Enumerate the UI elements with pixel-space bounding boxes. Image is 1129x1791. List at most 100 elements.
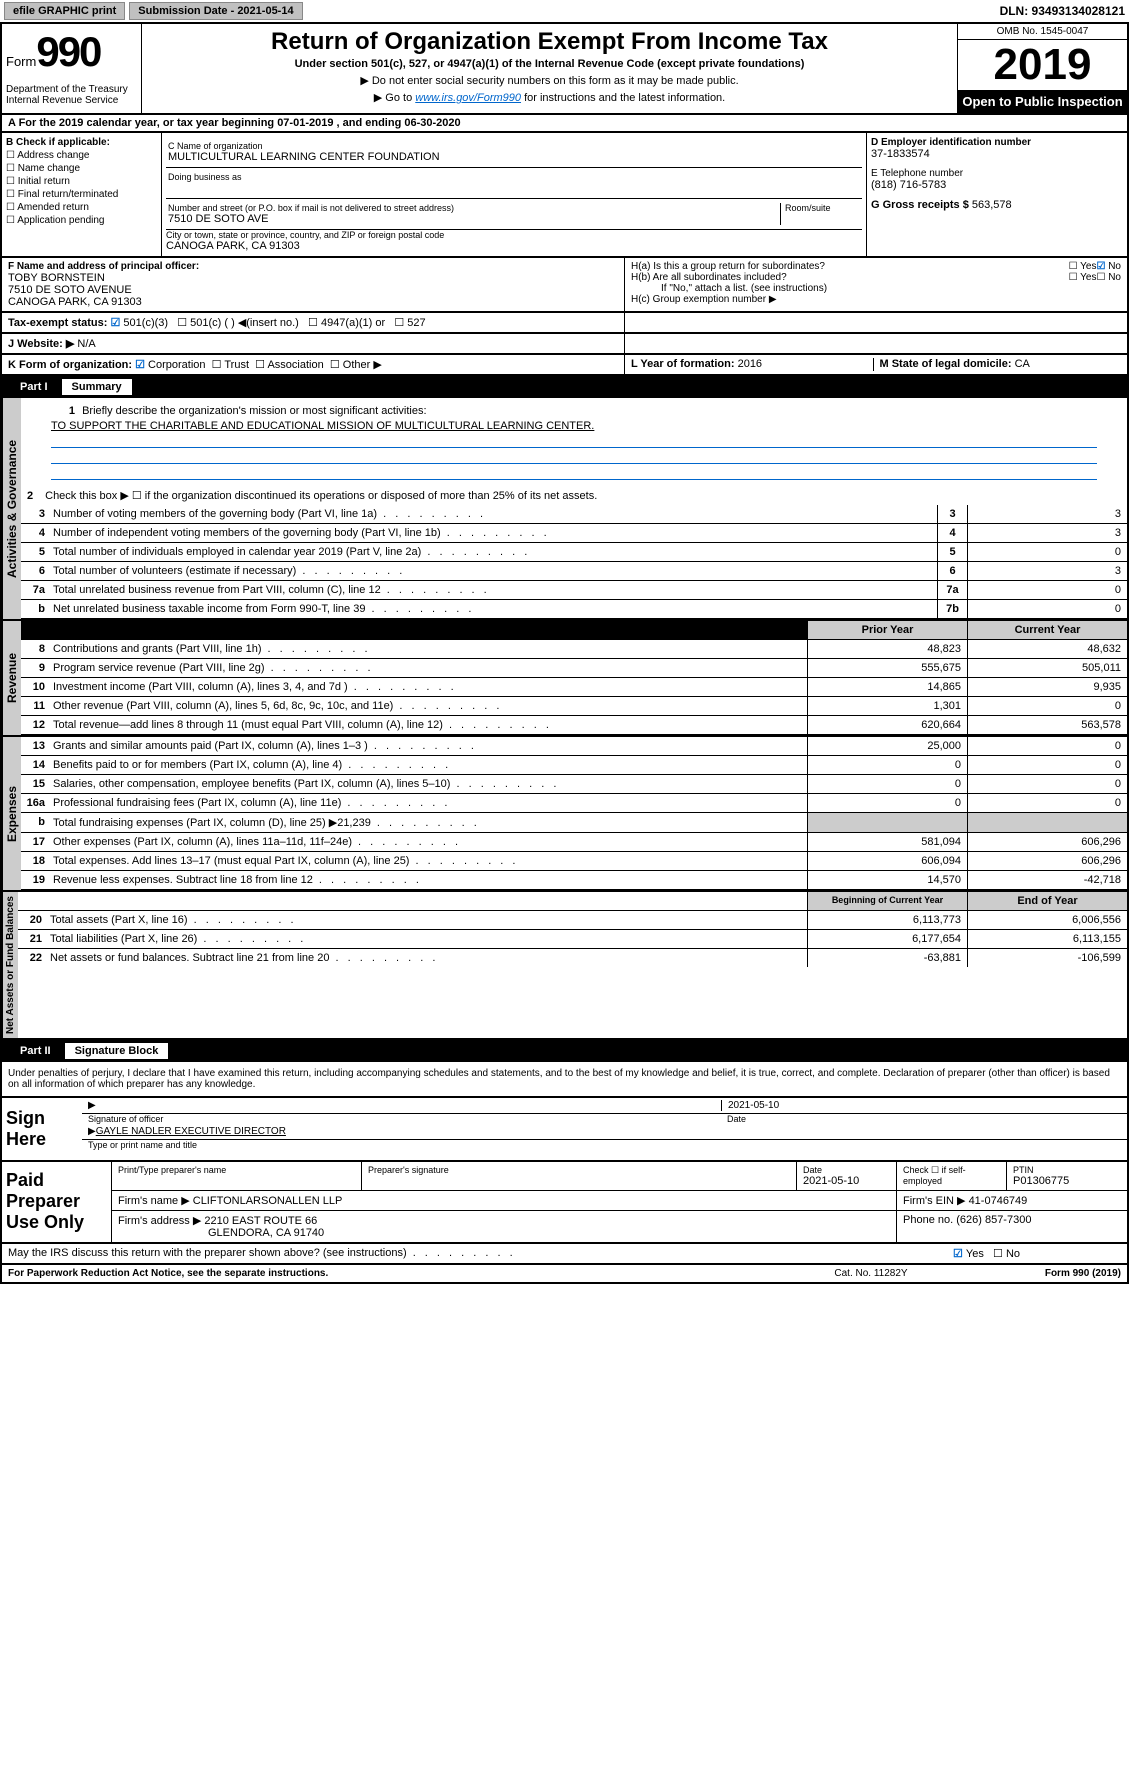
tax-status: Tax-exempt status: 501(c)(3) 501(c) ( ) … <box>2 313 625 332</box>
org-name-label: C Name of organization <box>168 141 860 151</box>
sidebar-net-assets: Net Assets or Fund Balances <box>2 892 18 1038</box>
box-b: B Check if applicable: Address change Nam… <box>2 133 162 256</box>
self-employed-check[interactable]: Check ☐ if self-employed <box>897 1162 1007 1190</box>
summary-line: 18Total expenses. Add lines 13–17 (must … <box>21 852 1127 871</box>
box-b-item[interactable]: Address change <box>6 150 157 161</box>
summary-line: bTotal fundraising expenses (Part IX, co… <box>21 813 1127 833</box>
type-name-label: Type or print name and title <box>82 1140 1127 1150</box>
summary-line: 10Investment income (Part VIII, column (… <box>21 678 1127 697</box>
h-a-label: H(a) Is this a group return for subordin… <box>631 261 1069 272</box>
room-label: Room/suite <box>780 203 860 225</box>
summary-line: 12Total revenue—add lines 8 through 11 (… <box>21 716 1127 735</box>
box-b-item[interactable]: Initial return <box>6 176 157 187</box>
row-website: J Website: ▶ N/A <box>0 334 1129 355</box>
omb-number: OMB No. 1545-0047 <box>958 24 1127 40</box>
box-k: K Form of organization: Corporation Trus… <box>2 355 625 374</box>
h-b-no[interactable]: No <box>1096 272 1121 283</box>
footer-catalog: Cat. No. 11282Y <box>781 1268 961 1279</box>
trust-checkbox[interactable] <box>212 359 225 371</box>
discuss-no-checkbox[interactable] <box>993 1248 1006 1260</box>
other-checkbox[interactable] <box>330 359 343 371</box>
summary-line: 16aProfessional fundraising fees (Part I… <box>21 794 1127 813</box>
open-to-public: Open to Public Inspection <box>958 90 1127 113</box>
box-m: M State of legal domicile: CA <box>874 358 1122 371</box>
form-header: Form990 Department of the Treasury Inter… <box>0 24 1129 115</box>
summary-line: 7aTotal unrelated business revenue from … <box>21 581 1127 600</box>
submission-date-button[interactable]: Submission Date - 2021-05-14 <box>129 2 302 20</box>
footer: For Paperwork Reduction Act Notice, see … <box>0 1265 1129 1284</box>
discuss-yes-checkbox[interactable] <box>953 1248 966 1260</box>
city-label: City or town, state or province, country… <box>166 230 862 240</box>
association-checkbox[interactable] <box>255 359 267 371</box>
527-checkbox[interactable] <box>394 317 407 329</box>
h-a-yes[interactable]: Yes <box>1069 261 1097 272</box>
summary-line: 5Total number of individuals employed in… <box>21 543 1127 562</box>
revenue-section: Revenue Prior Year Current Year 8Contrib… <box>0 621 1129 737</box>
form990-link[interactable]: www.irs.gov/Form990 <box>415 92 521 104</box>
sig-officer-label: Signature of officer <box>88 1114 721 1124</box>
ptin-value: P01306775 <box>1013 1175 1121 1187</box>
corporation-checkbox[interactable] <box>135 359 148 371</box>
box-h: H(a) Is this a group return for subordin… <box>625 258 1127 311</box>
paid-preparer-section: Paid Preparer Use Only Print/Type prepar… <box>0 1162 1129 1244</box>
box-b-header: B Check if applicable: <box>6 137 157 148</box>
title-cell: Return of Organization Exempt From Incom… <box>142 24 957 113</box>
signature-declaration: Under penalties of perjury, I declare th… <box>0 1062 1129 1098</box>
4947-checkbox[interactable] <box>308 317 321 329</box>
h-a-no[interactable]: No <box>1096 261 1121 272</box>
form-prefix: Form <box>6 54 36 69</box>
h-b-yes[interactable]: Yes <box>1069 272 1097 283</box>
501c3-checkbox[interactable] <box>111 317 124 329</box>
org-name: MULTICULTURAL LEARNING CENTER FOUNDATION <box>168 151 860 163</box>
firm-addr1: 2210 EAST ROUTE 66 <box>204 1215 317 1227</box>
efile-button[interactable]: efile GRAPHIC print <box>4 2 125 20</box>
section-b-to-g: B Check if applicable: Address change Nam… <box>0 133 1129 258</box>
firm-ein: 41-0746749 <box>969 1195 1028 1207</box>
website-field: J Website: ▶ N/A <box>2 334 625 353</box>
h-note: If "No," attach a list. (see instruction… <box>631 283 1121 294</box>
prior-year-header: Prior Year <box>807 621 967 639</box>
note-2: ▶ Go to www.irs.gov/Form990 for instruct… <box>150 91 949 104</box>
beginning-year-header: Beginning of Current Year <box>807 892 967 910</box>
website-value: N/A <box>77 338 95 350</box>
form-number: 990 <box>36 28 100 75</box>
sign-here-label: Sign Here <box>2 1098 82 1160</box>
summary-line: 14Benefits paid to or for members (Part … <box>21 756 1127 775</box>
firm-addr2: GLENDORA, CA 91740 <box>118 1227 890 1239</box>
box-b-item[interactable]: Name change <box>6 163 157 174</box>
box-b-item[interactable]: Application pending <box>6 215 157 226</box>
h-b-label: H(b) Are all subordinates included? <box>631 272 1069 283</box>
summary-line: 22Net assets or fund balances. Subtract … <box>18 949 1127 967</box>
governance-section: Activities & Governance 1 Briefly descri… <box>0 398 1129 621</box>
summary-line: bNet unrelated business taxable income f… <box>21 600 1127 619</box>
dln-text: DLN: 93493134028121 <box>1000 4 1125 18</box>
summary-line: 8Contributions and grants (Part VIII, li… <box>21 640 1127 659</box>
ein-label: D Employer identification number <box>871 137 1123 148</box>
footer-paperwork: For Paperwork Reduction Act Notice, see … <box>8 1268 781 1279</box>
mission-area: 1 Briefly describe the organization's mi… <box>21 398 1127 486</box>
department-text: Department of the Treasury Internal Reve… <box>6 84 137 106</box>
date-label: Date <box>721 1114 1121 1124</box>
sign-here-section: Sign Here 2021-05-10 Signature of office… <box>0 1098 1129 1162</box>
net-assets-section: Net Assets or Fund Balances Beginning of… <box>0 892 1129 1040</box>
expenses-section: Expenses 13Grants and similar amounts pa… <box>0 737 1129 892</box>
summary-line: 19Revenue less expenses. Subtract line 1… <box>21 871 1127 890</box>
main-title: Return of Organization Exempt From Incom… <box>150 28 949 56</box>
sidebar-revenue: Revenue <box>2 621 21 735</box>
summary-line: 4Number of independent voting members of… <box>21 524 1127 543</box>
officer-addr2: CANOGA PARK, CA 91303 <box>8 296 618 308</box>
box-b-item[interactable]: Amended return <box>6 202 157 213</box>
sig-date: 2021-05-10 <box>721 1100 1121 1111</box>
row-tax-status: Tax-exempt status: 501(c)(3) 501(c) ( ) … <box>0 313 1129 334</box>
summary-line: 15Salaries, other compensation, employee… <box>21 775 1127 794</box>
box-b-item[interactable]: Final return/terminated <box>6 189 157 200</box>
street-address: 7510 DE SOTO AVE <box>168 213 780 225</box>
gross-receipts-label: G Gross receipts $ <box>871 199 969 211</box>
current-year-header: Current Year <box>967 621 1127 639</box>
h-c-label: H(c) Group exemption number ▶ <box>631 294 1121 305</box>
phone-label: E Telephone number <box>871 168 1123 179</box>
501c-checkbox[interactable] <box>177 317 190 329</box>
sidebar-expenses: Expenses <box>2 737 21 890</box>
gross-receipts-value: 563,578 <box>972 199 1012 211</box>
officer-printed-name: GAYLE NADLER EXECUTIVE DIRECTOR <box>96 1126 286 1137</box>
